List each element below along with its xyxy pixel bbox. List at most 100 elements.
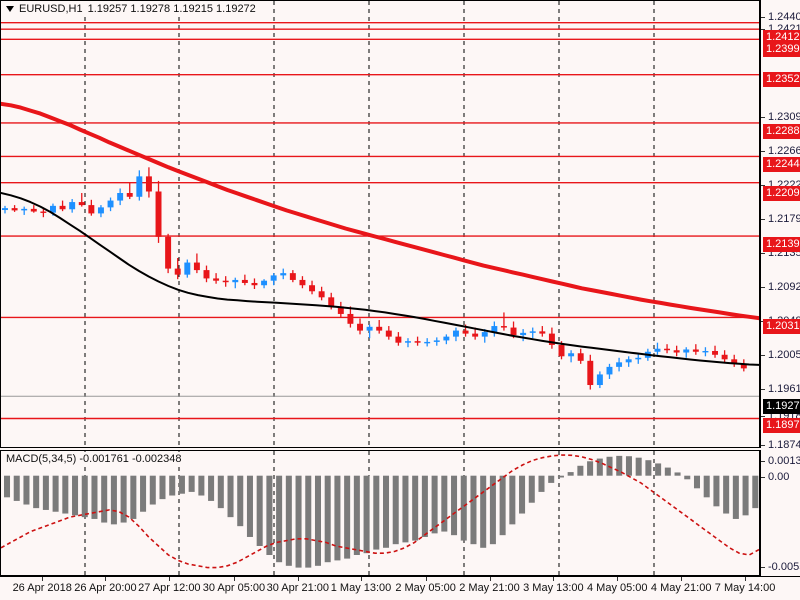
price-chart-pane[interactable] bbox=[0, 0, 760, 448]
macd-bar bbox=[577, 465, 584, 476]
macd-bar bbox=[246, 475, 253, 537]
price-axis-tick bbox=[761, 117, 765, 118]
price-axis-tick bbox=[761, 185, 765, 186]
candle-body bbox=[270, 275, 277, 281]
price-level-badge-7[interactable]: 1.20314 bbox=[763, 319, 800, 334]
candle-body bbox=[69, 202, 76, 210]
price-axis-label-3: 1.22660 bbox=[768, 145, 800, 157]
macd-bar bbox=[334, 475, 341, 561]
price-level-badge-2[interactable]: 1.23525 bbox=[763, 72, 800, 87]
macd-bar bbox=[713, 475, 720, 507]
macd-bar bbox=[23, 475, 30, 505]
candle-body bbox=[2, 208, 8, 211]
price-axis-label-11: 1.19180 bbox=[768, 410, 800, 422]
candle-body bbox=[596, 374, 603, 386]
time-axis-tick bbox=[745, 577, 747, 581]
macd-bar bbox=[188, 475, 195, 492]
macd-bar bbox=[519, 475, 526, 514]
candle-body bbox=[385, 330, 392, 337]
macd-bar bbox=[567, 472, 574, 476]
time-axis-label-3: 30 Apr 05:00 bbox=[202, 582, 266, 594]
time-axis[interactable]: 26 Apr 2018 26 Apr 20:00 27 Apr 12:00 30 Ap… bbox=[0, 576, 800, 600]
macd-bar bbox=[81, 475, 88, 518]
macd-bar bbox=[178, 475, 185, 494]
time-axis-label-4: 30 Apr 21:00 bbox=[266, 582, 330, 594]
macd-bar bbox=[295, 475, 302, 568]
price-axis-tick bbox=[761, 29, 765, 30]
macd-indicator-pane[interactable] bbox=[0, 450, 760, 576]
candle-body bbox=[405, 341, 411, 343]
macd-bar bbox=[509, 475, 516, 525]
candle-body bbox=[30, 208, 37, 212]
macd-bar bbox=[625, 456, 632, 476]
candle-body bbox=[309, 285, 316, 292]
price-axis-tick bbox=[761, 17, 765, 18]
macd-bar bbox=[4, 475, 11, 498]
time-axis-tick bbox=[233, 577, 235, 581]
price-level-badge-3[interactable]: 1.22887 bbox=[763, 124, 800, 139]
macd-axis[interactable]: 0.00137 0.00 -0.00551 bbox=[760, 450, 800, 576]
candle-body bbox=[462, 330, 469, 334]
macd-axis-label-1: 0.00 bbox=[768, 471, 790, 483]
macd-bar bbox=[723, 475, 730, 514]
macd-bar bbox=[52, 475, 59, 512]
macd-bar bbox=[42, 475, 49, 510]
price-axis[interactable]: 1.244001.24213 1.23090 1.22660 1.22220 1.217… bbox=[760, 0, 800, 451]
candle-body bbox=[126, 193, 133, 197]
macd-bar bbox=[489, 475, 496, 545]
moving-average-ma-fast-red bbox=[1, 101, 759, 321]
candle-body bbox=[520, 332, 527, 336]
price-axis-label-7: 1.20920 bbox=[768, 281, 800, 293]
macd-bar bbox=[470, 475, 477, 545]
candle-body bbox=[347, 313, 354, 324]
triangle-down-icon[interactable] bbox=[6, 5, 14, 12]
candle-body bbox=[328, 297, 335, 307]
candle-body bbox=[414, 341, 421, 343]
time-axis-label-10: 4 May 21:00 bbox=[650, 582, 712, 594]
price-level-badge-9[interactable]: 1.18977 bbox=[763, 418, 800, 433]
macd-bar bbox=[616, 455, 623, 476]
candle-body bbox=[50, 205, 56, 213]
macd-bar bbox=[499, 475, 506, 536]
candle-body bbox=[625, 359, 632, 363]
macd-chart-canvas[interactable] bbox=[1, 451, 759, 575]
macd-bar bbox=[431, 475, 438, 534]
time-axis-tick bbox=[42, 577, 44, 581]
candle-body bbox=[635, 357, 642, 360]
ohlc-values-label: 1.19257 1.19278 1.19215 1.19272 bbox=[87, 2, 256, 15]
macd-axis-label-0: 0.00137 bbox=[768, 455, 800, 467]
macd-bar bbox=[13, 475, 20, 501]
macd-bar bbox=[159, 475, 166, 500]
price-axis-tick bbox=[761, 389, 765, 390]
candle-body bbox=[606, 366, 613, 375]
candle-body bbox=[318, 291, 325, 298]
moving-average-ma-slow-black bbox=[1, 192, 759, 366]
price-axis-tick bbox=[761, 219, 765, 220]
candle-body bbox=[712, 350, 718, 355]
price-level-badge-0[interactable]: 1.24127 bbox=[763, 30, 800, 45]
macd-bar bbox=[101, 475, 108, 523]
price-axis-label-10: 1.19610 bbox=[768, 383, 800, 395]
candle-body bbox=[261, 280, 268, 286]
candle-body bbox=[357, 323, 363, 331]
candle-body bbox=[654, 348, 661, 352]
candle-body bbox=[232, 279, 239, 283]
macd-bar bbox=[703, 475, 710, 498]
candle-body bbox=[443, 336, 450, 341]
time-axis-label-6: 2 May 05:00 bbox=[395, 582, 456, 594]
candle-body bbox=[500, 326, 507, 328]
price-level-badge-1[interactable]: 1.23993 bbox=[763, 42, 800, 57]
time-axis-tick bbox=[425, 577, 427, 581]
current-price-badge[interactable]: 1.19272 bbox=[763, 399, 800, 414]
price-chart-canvas[interactable] bbox=[1, 1, 759, 447]
time-axis-label-8: 3 May 13:00 bbox=[523, 582, 584, 594]
price-level-badge-4[interactable]: 1.22444 bbox=[763, 157, 800, 172]
price-axis-tick bbox=[761, 151, 765, 152]
price-level-badge-5[interactable]: 1.22097 bbox=[763, 186, 800, 201]
macd-bar bbox=[421, 475, 428, 537]
candle-body bbox=[577, 353, 584, 361]
macd-bar bbox=[373, 475, 380, 550]
price-axis-label-1: 1.24213 bbox=[768, 23, 800, 35]
time-axis-tick bbox=[617, 577, 619, 581]
